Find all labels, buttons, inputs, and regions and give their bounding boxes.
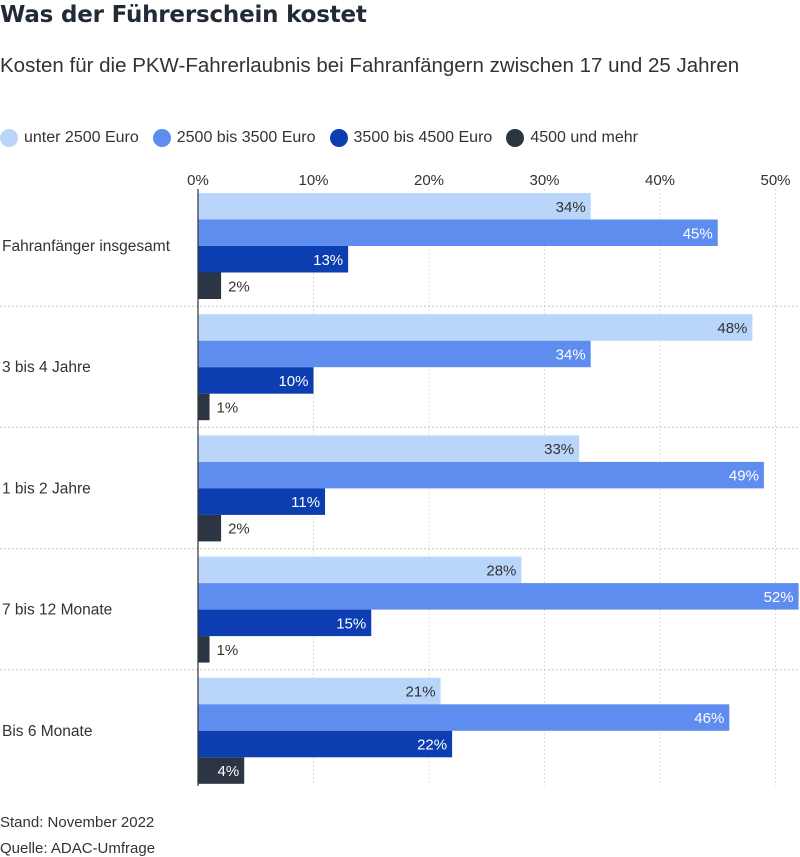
- legend-item-under-2500[interactable]: unter 2500 Euro: [0, 129, 139, 147]
- data-label: 4%: [218, 763, 240, 780]
- data-label: 2%: [228, 521, 250, 538]
- data-label: 34%: [556, 346, 586, 363]
- bar: [198, 757, 245, 784]
- data-label: 21%: [406, 684, 436, 701]
- data-label: 10%: [278, 373, 308, 390]
- legend-label-3500-4500: 3500 bis 4500 Euro: [353, 129, 493, 146]
- data-label: 48%: [717, 320, 747, 337]
- bar: [198, 246, 349, 273]
- bar: [198, 556, 522, 584]
- data-label: 22%: [417, 737, 447, 754]
- data-label: 1%: [217, 642, 239, 659]
- legend-swatch-under-2500: [0, 129, 18, 147]
- bar: [198, 272, 222, 299]
- bar: [198, 636, 210, 663]
- chart-subtitle: Kosten für die PKW-Fahrerlaubnis bei Fah…: [0, 54, 740, 77]
- bar: [198, 393, 210, 421]
- data-label: 33%: [544, 441, 574, 458]
- data-label: 1%: [217, 399, 239, 416]
- data-label: 52%: [764, 589, 794, 606]
- legend-swatch-3500-4500: [329, 129, 348, 147]
- bar: [198, 730, 453, 758]
- bar: [198, 367, 314, 394]
- data-label: 15%: [336, 615, 366, 632]
- x-tick-label: 0%: [187, 172, 209, 189]
- footer-source: Quelle: ADAC-Umfrage: [0, 840, 156, 857]
- legend-label-2500-3500: 2500 bis 3500 Euro: [176, 129, 316, 146]
- legend: unter 2500 Euro 2500 bis 3500 Euro 3500 …: [0, 129, 652, 147]
- legend-item-4500-plus[interactable]: 4500 und mehr: [506, 129, 638, 147]
- bar: [198, 704, 730, 731]
- bar: [198, 435, 580, 462]
- bar: [198, 193, 591, 220]
- legend-item-2500-3500[interactable]: 2500 bis 3500 Euro: [152, 129, 316, 147]
- bar: [198, 488, 326, 515]
- data-label: 46%: [694, 710, 724, 727]
- category-label: 7 bis 12 Monate: [2, 602, 112, 619]
- x-tick-label: 40%: [645, 172, 675, 189]
- chart-title: Was der Führerschein kostet: [0, 2, 367, 28]
- legend-label-4500-plus: 4500 und mehr: [530, 129, 638, 146]
- data-label: 45%: [683, 225, 713, 242]
- bar: [198, 314, 753, 341]
- category-label: 3 bis 4 Jahre: [2, 359, 91, 376]
- bar: [198, 514, 222, 542]
- bar: [198, 219, 718, 246]
- bar: [198, 461, 764, 489]
- data-label: 2%: [228, 278, 250, 295]
- data-label: 13%: [313, 252, 343, 269]
- data-label: 34%: [556, 199, 586, 216]
- legend-label-under-2500: unter 2500 Euro: [24, 129, 139, 146]
- category-label: Fahranfänger insgesamt: [2, 238, 171, 255]
- x-tick-label: 20%: [414, 172, 444, 189]
- data-label: 11%: [291, 494, 320, 511]
- footer-date: Stand: November 2022: [0, 814, 155, 831]
- legend-item-3500-4500[interactable]: 3500 bis 4500 Euro: [329, 129, 493, 147]
- bar: [198, 340, 591, 368]
- category-label: Bis 6 Monate: [2, 723, 92, 740]
- legend-swatch-2500-3500: [152, 129, 171, 147]
- x-tick-label: 30%: [529, 172, 559, 189]
- bar: [198, 677, 441, 705]
- legend-swatch-4500-plus: [506, 129, 525, 147]
- category-label: 1 bis 2 Jahre: [2, 480, 91, 497]
- bar: [198, 609, 372, 637]
- x-tick-label: 10%: [298, 172, 328, 189]
- data-label: 49%: [729, 468, 759, 485]
- data-label: 28%: [486, 562, 516, 579]
- bar-chart: 0% 10% 20% 30% 40% 50% Fahranfänger insgesamt 3…: [0, 172, 800, 786]
- bar: [198, 583, 799, 610]
- x-tick-label: 50%: [760, 172, 790, 189]
